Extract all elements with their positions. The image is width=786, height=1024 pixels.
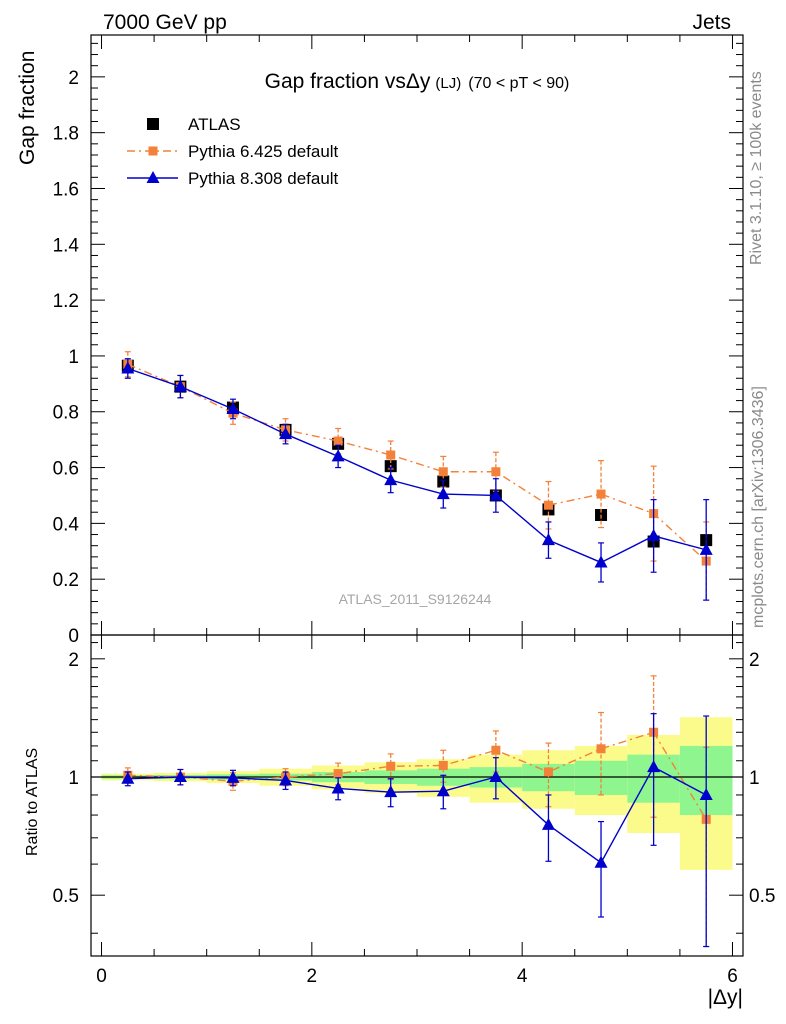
legend-marker-atlas [147, 118, 159, 130]
ratio-pythia8-point [173, 770, 187, 783]
ratio-y-tick-label: 2 [68, 650, 79, 671]
main-pythia8-point [541, 533, 555, 546]
main-y-tick-label: 0 [68, 626, 79, 647]
main-pythia8-point [279, 427, 293, 440]
ratio-y-axis-label: Ratio to ATLAS [24, 748, 41, 856]
main-y-tick-label: 1.6 [53, 179, 79, 200]
main-y-axis-label: Gap fraction [16, 51, 39, 165]
process-label: Jets [692, 11, 731, 34]
main-pythia6-point [333, 436, 343, 446]
ratio-pythia6-point [333, 769, 343, 779]
main-pythia6-point [543, 500, 553, 510]
ratio-pythia8-line [127, 766, 707, 864]
main-pythia8-point [173, 379, 187, 392]
ratio-x-tick-label: 2 [307, 966, 318, 987]
ratio-pythia8-point [541, 817, 555, 830]
ratio-y-tick-label: 1 [68, 768, 79, 789]
title-small: (LJ) [435, 75, 461, 92]
main-y-tick-label: 1 [68, 347, 79, 368]
ratio-pythia8-point [279, 773, 293, 786]
x-axis-label: |Δy| [708, 986, 743, 1009]
ratio-x-tick-label: 4 [517, 966, 528, 987]
main-pythia8-point [331, 449, 345, 462]
main-pythia8-point [384, 473, 398, 486]
main-y-tick-label: 0.6 [53, 459, 79, 480]
watermark-label: ATLAS_2011_S9126244 [339, 591, 492, 607]
ratio-x-tick-label: 0 [96, 966, 107, 987]
main-pythia8-line [127, 367, 707, 564]
main-pythia6-point [438, 467, 448, 477]
legend-marker-pythia6 [148, 146, 158, 156]
collision-label: 7000 GeV pp [103, 11, 227, 34]
main-pythia8-point [121, 361, 135, 374]
ratio-axes: 0.5 0.5 1 1 2 2 0 2 4 6 [53, 635, 775, 987]
main-y-tick-label: 0.4 [53, 514, 80, 535]
rivet-version-label: Rivet 3.1.10, ≥ 100k events [748, 71, 765, 265]
legend-label-atlas: ATLAS [188, 115, 241, 134]
main-title: Gap fraction vsΔy (LJ) (70 < pT < 90) [265, 70, 570, 93]
main-pythia8-point [489, 488, 503, 501]
legend-label-pythia6: Pythia 6.425 default [188, 142, 339, 161]
ratio-pythia8-point [647, 760, 661, 773]
main-y-tick-label: 1.8 [53, 124, 79, 145]
ratio-pythia6-point [596, 744, 606, 754]
main-pythia6-point [491, 467, 501, 477]
title-main: Gap fraction vsΔy [265, 70, 431, 93]
main-y-tick-label: 1.4 [53, 235, 80, 256]
main-pythia8-point [436, 487, 450, 500]
ratio-y-tick-label: 0.5 [53, 886, 79, 907]
ratio-y-tick-label-right: 0.5 [749, 886, 775, 907]
ratio-pythia8-point [489, 770, 503, 783]
main-y-tick-label: 1.2 [53, 291, 79, 312]
mcplots-label: mcplots.cern.ch [arXiv:1306.3436] [750, 386, 767, 628]
ratio-pythia8-point [699, 787, 713, 800]
ratio-pythia8-point [331, 781, 345, 794]
main-panel: 0 0.2 0.4 0.6 0.8 1 1.2 1.4 1.6 1.8 2 Gap fraction… [16, 34, 744, 647]
title-range: (70 < pT < 90) [468, 75, 569, 92]
ratio-pythia6-point [543, 767, 553, 777]
main-y-tick-label: 2 [68, 68, 79, 89]
ratio-plot-area [91, 675, 743, 948]
main-pythia8-point [594, 555, 608, 568]
main-y-tick-label: 0.2 [53, 570, 79, 591]
ratio-y-tick-label-right: 2 [749, 650, 760, 671]
main-pythia8-point [699, 542, 713, 555]
main-plot-area [121, 351, 713, 601]
main-pythia6-point [386, 450, 396, 460]
main-pythia8-point [226, 401, 240, 414]
ratio-pythia6-point [438, 760, 448, 770]
ratio-pythia6-line [127, 731, 707, 820]
ratio-x-tick-label: 6 [727, 966, 738, 987]
ratio-pythia8-point [121, 771, 135, 784]
main-y-tick-label: 0.8 [53, 403, 79, 424]
ratio-y-tick-label-right: 1 [749, 768, 760, 789]
main-pythia6-line [127, 363, 707, 562]
ratio-pythia6-point [491, 745, 501, 755]
ratio-pythia8-point [436, 784, 450, 797]
ratio-pythia8-point [384, 785, 398, 798]
main-pythia8-point [647, 528, 661, 541]
main-pythia6-point [596, 489, 606, 499]
ratio-pythia6-point [386, 761, 396, 771]
legend-marker-pythia8 [146, 171, 160, 183]
ratio-pythia8-point [594, 855, 608, 868]
legend: ATLAS Pythia 6.425 default Pythia 8.308 de… [127, 115, 339, 188]
ratio-panel: 0.5 0.5 1 1 2 2 0 2 4 6 Ratio to ATLAS |Δy| [24, 634, 775, 1009]
ratio-pythia8-point [226, 770, 240, 783]
main-axes: 0 0.2 0.4 0.6 0.8 1 1.2 1.4 1.6 1.8 2 [53, 35, 743, 647]
ratio-band-inner [574, 760, 628, 795]
legend-label-pythia8: Pythia 8.308 default [188, 169, 339, 188]
